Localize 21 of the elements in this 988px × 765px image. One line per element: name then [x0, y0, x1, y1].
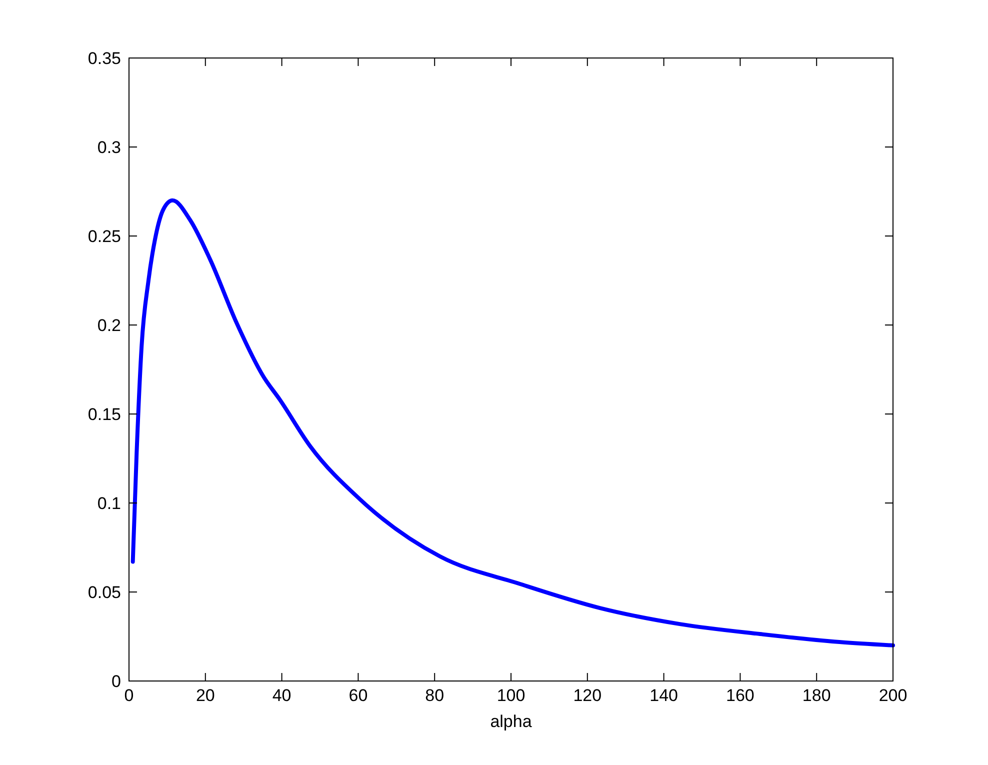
y-tick-label: 0.3: [97, 138, 121, 157]
y-tick-label: 0: [112, 672, 121, 691]
y-tick-label: 0.35: [88, 49, 121, 68]
y-tick-label: 0.05: [88, 583, 121, 602]
x-tick-label: 20: [196, 686, 215, 705]
x-tick-label: 140: [650, 686, 678, 705]
x-tick-label: 180: [802, 686, 831, 705]
x-tick-label: 200: [878, 686, 908, 705]
x-tick-label: 100: [496, 686, 526, 705]
x-tick-label: 40: [272, 686, 292, 705]
y-tick-label: 0.15: [88, 405, 121, 424]
x-tick-label: 60: [348, 686, 368, 705]
x-tick-label: 120: [573, 686, 602, 705]
y-tick-label: 0.2: [97, 316, 121, 335]
x-tick-label: 160: [726, 686, 754, 705]
x-tick-label: 80: [425, 686, 444, 705]
line-series: [130, 198, 895, 648]
x-axis-title: alpha: [490, 712, 532, 731]
x-tick-label: 0: [124, 686, 134, 705]
y-tick-label: 0.1: [97, 494, 121, 513]
y-tick-label: 0.25: [88, 227, 121, 246]
